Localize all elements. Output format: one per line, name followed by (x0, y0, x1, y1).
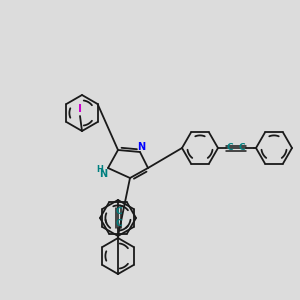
Text: H: H (97, 164, 104, 173)
Text: C: C (116, 220, 122, 229)
Text: I: I (78, 104, 82, 114)
Text: C: C (239, 142, 245, 152)
Text: C: C (116, 208, 122, 217)
Text: N: N (99, 169, 107, 179)
Text: N: N (137, 142, 145, 152)
Text: C: C (227, 142, 233, 152)
